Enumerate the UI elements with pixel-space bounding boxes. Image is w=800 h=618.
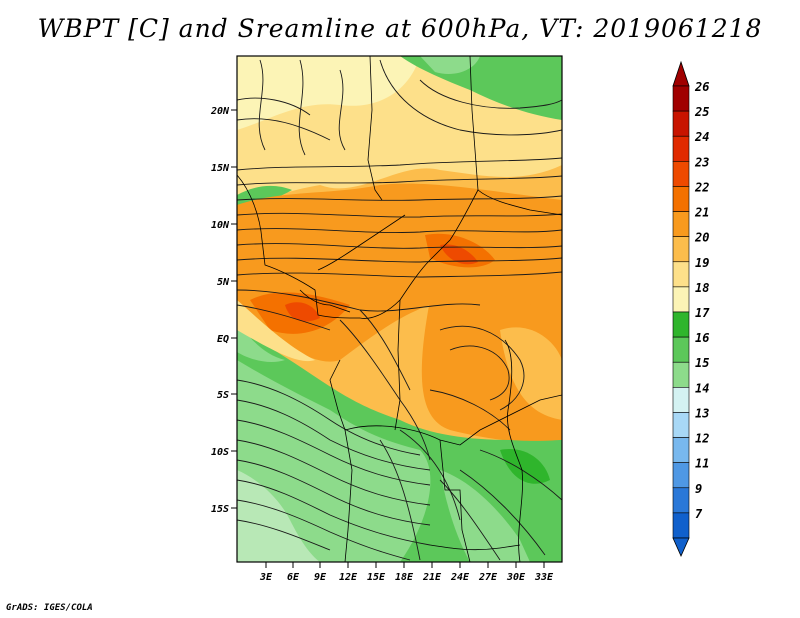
lon-tick-label: 24E (450, 572, 470, 583)
legend-label: 25 (694, 105, 709, 119)
legend-swatch (672, 161, 690, 187)
legend-swatch (672, 286, 690, 313)
legend-swatch (672, 361, 690, 388)
color-legend: 26 25 24 23 22 21 20 19 18 17 16 15 14 13 12 11 9 7 (672, 60, 710, 557)
lon-tick-label: 6E (287, 572, 300, 583)
legend-swatch (672, 512, 690, 539)
lat-tick-label: 15S (211, 504, 229, 515)
legend-swatch (672, 487, 690, 514)
legend-label: 18 (695, 281, 709, 295)
lon-tick-label: 21E (422, 572, 442, 583)
legend-swatch (672, 336, 690, 363)
legend-label: 23 (694, 155, 709, 169)
legend-swatch (672, 110, 690, 137)
legend-label: 12 (695, 432, 709, 446)
legend-swatch (672, 437, 690, 463)
lat-tick-label: 10S (211, 447, 229, 458)
lat-tick-label: 10N (211, 220, 230, 231)
legend-label: 13 (695, 406, 709, 420)
legend-label: 11 (695, 457, 709, 471)
legend-arrow-top (672, 60, 690, 87)
legend-swatch (672, 186, 690, 212)
lon-tick-label: 27E (478, 572, 498, 583)
legend-label: 19 (695, 256, 709, 270)
map-title: WBPT [C] and Sreamline at 600hPa, VT: 20… (37, 14, 763, 43)
legend-swatch (672, 462, 690, 489)
legend-label: 17 (695, 306, 710, 320)
legend-swatch (672, 387, 690, 413)
legend-label: 14 (695, 381, 709, 395)
map-frame (236, 55, 563, 563)
lon-tick-label: 33E (534, 572, 554, 583)
legend-label: 24 (694, 130, 709, 144)
legend-label: 20 (694, 231, 709, 245)
lon-tick-label: 12E (339, 572, 358, 583)
legend-arrow-bottom (672, 537, 690, 557)
lat-tick-label: 5S (217, 390, 229, 401)
legend-swatch (672, 85, 690, 112)
lon-tick-label: 18E (395, 572, 414, 583)
legend-swatch (672, 261, 690, 288)
legend-swatch (672, 412, 690, 438)
legend-swatch (672, 236, 690, 263)
credit-label: GrADS: IGES/COLA (6, 603, 93, 613)
lon-tick-label: 9E (314, 572, 327, 583)
lon-tick-label: 15E (367, 572, 386, 583)
legend-label: 22 (694, 180, 709, 194)
legend-label: 7 (695, 507, 703, 521)
lon-axis: 3E 6E 9E 12E 15E 18E 21E 24E 27E 30E 33E (259, 562, 554, 583)
legend-swatch (672, 135, 690, 162)
country-borders (237, 56, 562, 562)
legend-label: 15 (695, 356, 709, 370)
legend-label: 21 (694, 206, 709, 220)
streamlines (237, 59, 562, 561)
legend-label: 26 (694, 80, 709, 94)
lat-tick-label: 15N (211, 163, 230, 174)
lat-tick-label: 5N (217, 277, 230, 288)
legend-swatch (672, 311, 690, 338)
lon-tick-label: 30E (506, 572, 526, 583)
legend-label: 9 (695, 482, 702, 496)
legend-swatch (672, 211, 690, 237)
legend-label: 16 (695, 331, 709, 345)
lon-tick-label: 3E (259, 572, 273, 583)
lat-axis: 20N 15N 10N 5N EQ 5S 10S 15S (210, 106, 237, 515)
lat-tick-label: EQ (217, 334, 229, 345)
lat-tick-label: 20N (210, 106, 230, 117)
